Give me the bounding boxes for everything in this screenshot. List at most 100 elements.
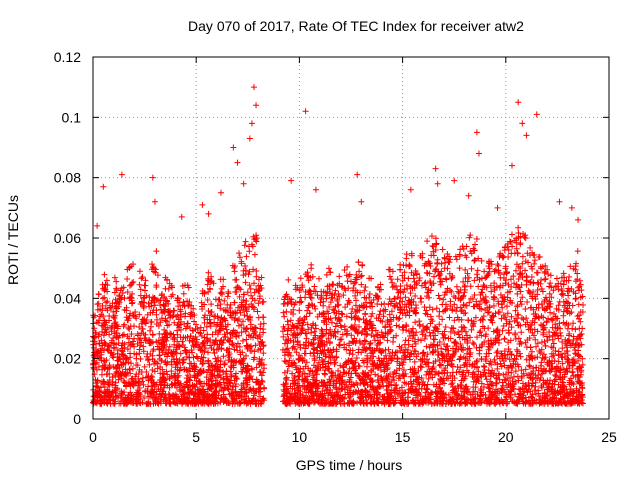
data-point xyxy=(389,284,396,291)
data-point xyxy=(464,270,471,277)
data-point xyxy=(408,269,415,276)
data-point xyxy=(543,380,550,387)
data-point xyxy=(543,333,550,340)
data-point xyxy=(570,320,577,327)
data-point xyxy=(110,308,117,315)
data-point xyxy=(325,360,332,367)
data-point xyxy=(550,340,557,347)
data-point xyxy=(221,331,228,338)
data-point xyxy=(460,377,467,384)
data-point xyxy=(471,277,478,284)
data-point xyxy=(477,328,484,335)
data-point xyxy=(573,260,580,267)
data-point xyxy=(212,337,219,344)
data-point xyxy=(358,281,365,288)
data-point xyxy=(295,373,302,380)
data-point xyxy=(350,339,357,346)
data-point xyxy=(192,333,199,340)
data-point xyxy=(441,254,448,261)
data-point xyxy=(124,289,131,296)
data-point xyxy=(423,343,430,350)
data-point xyxy=(354,315,361,322)
data-point xyxy=(248,292,255,299)
data-point xyxy=(105,342,112,349)
data-point xyxy=(101,271,108,278)
data-point xyxy=(251,289,258,296)
data-point xyxy=(175,295,182,302)
data-point xyxy=(295,320,302,327)
data-point xyxy=(148,303,155,310)
data-point xyxy=(183,379,190,386)
data-point xyxy=(353,337,360,344)
data-point xyxy=(514,319,521,326)
data-point xyxy=(536,348,543,355)
data-point xyxy=(204,349,211,356)
data-point xyxy=(456,368,463,375)
data-point xyxy=(207,372,214,379)
data-point xyxy=(241,312,248,319)
data-point xyxy=(243,368,250,375)
data-point xyxy=(483,376,490,383)
data-point xyxy=(189,365,196,372)
data-point xyxy=(478,380,485,387)
data-point xyxy=(169,353,176,360)
data-point xyxy=(124,275,131,282)
data-point xyxy=(413,271,420,278)
data-point xyxy=(529,348,536,355)
data-point xyxy=(176,366,183,373)
data-point xyxy=(483,331,490,338)
data-point xyxy=(410,275,417,282)
data-point xyxy=(320,302,327,309)
data-point xyxy=(430,252,437,259)
data-point xyxy=(243,389,250,396)
data-point xyxy=(493,375,500,382)
data-point xyxy=(488,288,495,295)
data-point xyxy=(421,304,428,311)
data-point xyxy=(304,307,311,314)
data-point xyxy=(538,346,545,353)
data-point xyxy=(402,337,409,344)
data-point xyxy=(559,345,566,352)
data-point xyxy=(538,276,545,283)
data-point xyxy=(151,302,158,309)
data-point xyxy=(528,273,535,280)
data-point xyxy=(244,370,251,377)
data-point xyxy=(137,286,144,293)
data-point xyxy=(480,384,487,391)
data-point xyxy=(147,323,154,330)
data-point xyxy=(531,257,538,264)
data-point xyxy=(560,292,567,299)
data-point xyxy=(532,295,539,302)
data-point xyxy=(293,349,300,356)
data-point xyxy=(478,289,485,296)
data-point xyxy=(352,292,359,299)
data-point xyxy=(220,276,227,283)
data-point xyxy=(399,298,406,305)
data-point xyxy=(544,392,551,399)
data-point xyxy=(307,350,314,357)
data-point xyxy=(180,290,187,297)
data-point xyxy=(574,248,581,255)
data-point xyxy=(169,291,176,298)
data-point xyxy=(373,332,380,339)
data-point xyxy=(221,297,228,304)
data-point xyxy=(393,367,400,374)
data-point xyxy=(310,362,317,369)
data-point xyxy=(112,296,119,303)
data-point xyxy=(197,347,204,354)
data-point xyxy=(325,265,332,272)
data-point xyxy=(513,245,520,252)
data-point xyxy=(180,342,187,349)
data-point xyxy=(329,319,335,326)
data-point xyxy=(569,302,576,309)
data-point xyxy=(427,320,434,327)
data-point xyxy=(359,357,366,364)
data-point xyxy=(103,299,110,306)
data-point xyxy=(130,278,137,285)
data-point xyxy=(480,371,487,378)
data-point xyxy=(140,381,147,388)
data-point xyxy=(491,356,498,363)
data-point xyxy=(302,345,309,352)
data-point xyxy=(297,275,304,282)
